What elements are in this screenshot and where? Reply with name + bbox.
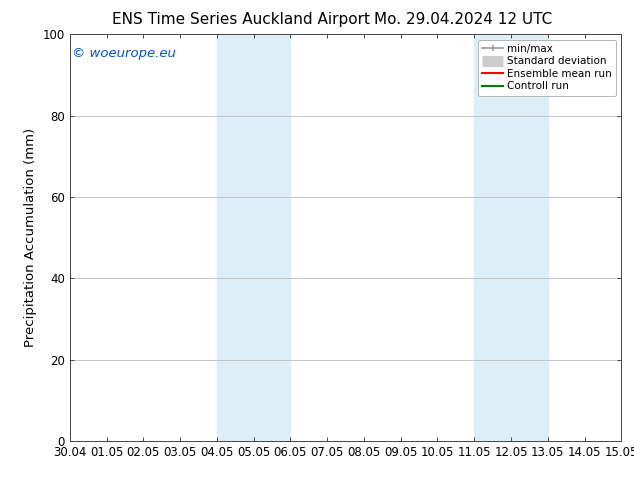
Text: Mo. 29.04.2024 12 UTC: Mo. 29.04.2024 12 UTC (373, 12, 552, 27)
Text: ENS Time Series Auckland Airport: ENS Time Series Auckland Airport (112, 12, 370, 27)
Bar (217, 34, 290, 441)
Y-axis label: Precipitation Accumulation (mm): Precipitation Accumulation (mm) (24, 128, 37, 347)
Bar (474, 34, 548, 441)
Legend: min/max, Standard deviation, Ensemble mean run, Controll run: min/max, Standard deviation, Ensemble me… (478, 40, 616, 96)
Text: © woeurope.eu: © woeurope.eu (72, 47, 176, 59)
